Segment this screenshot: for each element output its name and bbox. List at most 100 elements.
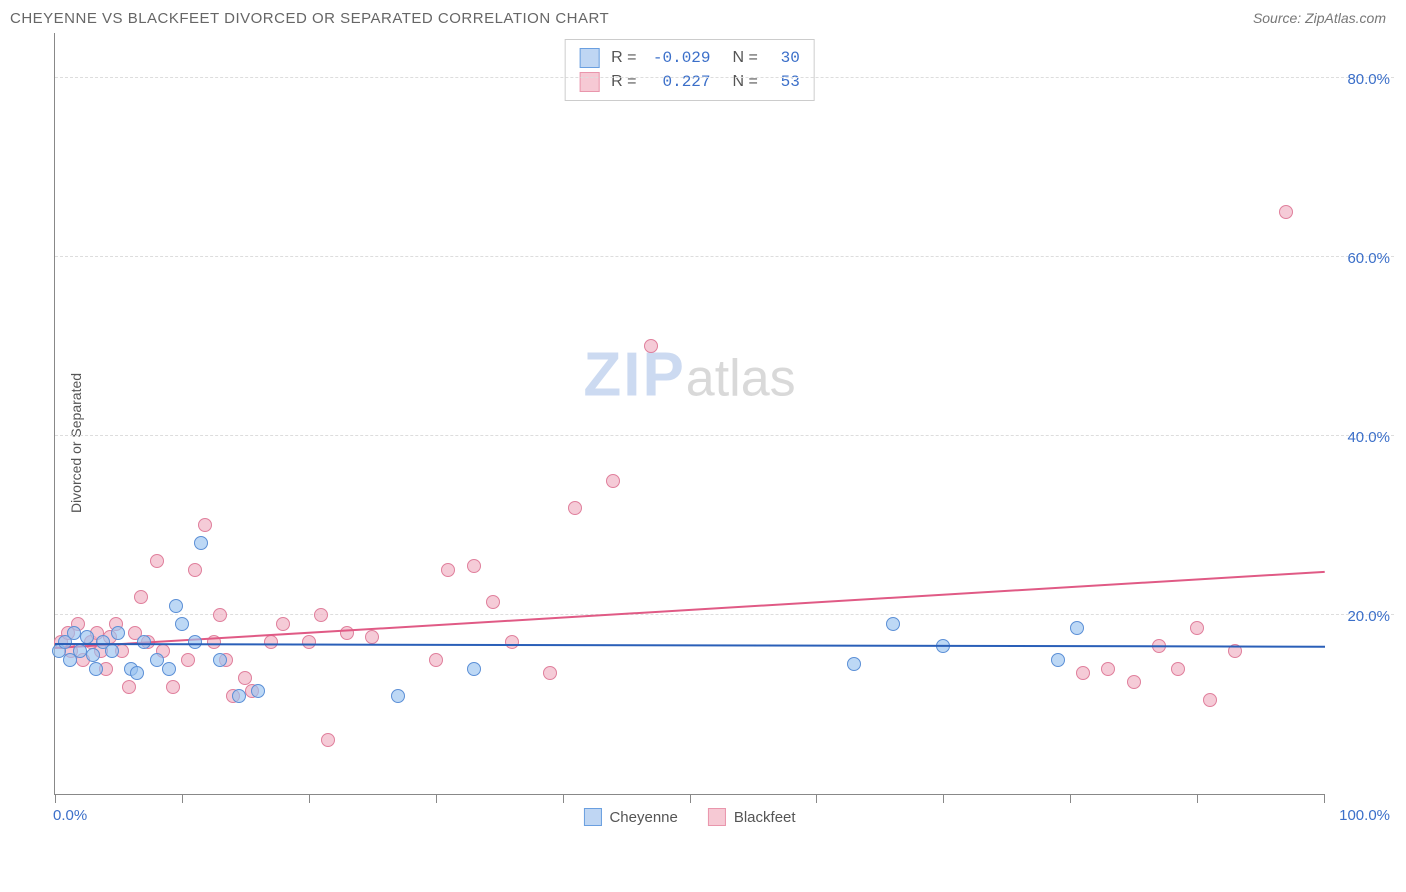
watermark-zip: ZIP <box>583 341 685 410</box>
chart-title: CHEYENNE VS BLACKFEET DIVORCED OR SEPARA… <box>10 10 609 27</box>
blackfeet-point <box>213 608 227 622</box>
blackfeet-point <box>166 680 180 694</box>
cheyenne-point <box>1051 653 1065 667</box>
watermark: ZIPatlas <box>583 340 795 411</box>
x-tick-label: 0.0% <box>53 807 87 824</box>
cheyenne-point <box>105 644 119 658</box>
blackfeet-point <box>122 680 136 694</box>
legend-r-value: -0.029 <box>649 49 711 67</box>
legend-n-label: N = <box>733 49 758 67</box>
legend-swatch <box>579 48 599 68</box>
blackfeet-trendline <box>55 571 1325 649</box>
blackfeet-point <box>276 617 290 631</box>
blackfeet-point <box>543 666 557 680</box>
x-tick <box>55 794 56 803</box>
legend-stats-row: R = -0.029 N = 30 <box>579 46 800 70</box>
cheyenne-point <box>150 653 164 667</box>
chart-header: CHEYENNE VS BLACKFEET DIVORCED OR SEPARA… <box>10 10 1396 33</box>
blackfeet-point <box>644 339 658 353</box>
legend-r-value: 0.227 <box>649 73 711 91</box>
x-tick <box>309 794 310 803</box>
x-tick <box>563 794 564 803</box>
blackfeet-point <box>314 608 328 622</box>
chart-source: Source: ZipAtlas.com <box>1253 10 1386 26</box>
blackfeet-point <box>441 563 455 577</box>
legend-swatch <box>579 72 599 92</box>
y-tick-label: 80.0% <box>1347 71 1390 88</box>
gridline <box>55 256 1394 257</box>
blackfeet-point <box>1190 621 1204 635</box>
legend-stats: R = -0.029 N = 30 R = 0.227 N = 53 <box>564 39 815 101</box>
blackfeet-point <box>568 501 582 515</box>
x-tick-label: 100.0% <box>1339 807 1390 824</box>
cheyenne-point <box>1070 621 1084 635</box>
cheyenne-point <box>111 626 125 640</box>
gridline <box>55 435 1394 436</box>
blackfeet-point <box>188 563 202 577</box>
blackfeet-point <box>321 733 335 747</box>
plot-area: ZIPatlas R =-0.029N =30R =0.227N =53 Che… <box>54 33 1324 795</box>
y-tick-label: 40.0% <box>1347 429 1390 446</box>
cheyenne-point <box>137 635 151 649</box>
blackfeet-point <box>198 518 212 532</box>
legend-n-label: N = <box>733 73 758 91</box>
source-name: ZipAtlas.com <box>1305 10 1386 26</box>
legend-n-value: 30 <box>770 49 800 67</box>
cheyenne-point <box>467 662 481 676</box>
cheyenne-point <box>162 662 176 676</box>
cheyenne-point <box>130 666 144 680</box>
blackfeet-point <box>264 635 278 649</box>
watermark-atlas: atlas <box>686 350 796 408</box>
blackfeet-point <box>134 590 148 604</box>
legend-n-value: 53 <box>770 73 800 91</box>
x-tick <box>943 794 944 803</box>
x-tick <box>816 794 817 803</box>
cheyenne-point <box>86 648 100 662</box>
cheyenne-point <box>847 657 861 671</box>
blackfeet-point <box>505 635 519 649</box>
x-tick <box>1070 794 1071 803</box>
legend-series-item: Cheyenne <box>583 808 677 826</box>
blackfeet-point <box>606 474 620 488</box>
cheyenne-point <box>188 635 202 649</box>
legend-swatch <box>708 808 726 826</box>
blackfeet-point <box>340 626 354 640</box>
cheyenne-point <box>175 617 189 631</box>
x-tick <box>436 794 437 803</box>
legend-r-label: R = <box>611 49 636 67</box>
blackfeet-point <box>365 630 379 644</box>
blackfeet-point <box>1203 693 1217 707</box>
cheyenne-point <box>194 536 208 550</box>
blackfeet-point <box>302 635 316 649</box>
legend-series-label: Cheyenne <box>609 809 677 826</box>
blackfeet-point <box>1127 675 1141 689</box>
cheyenne-trendline <box>55 643 1325 648</box>
blackfeet-point <box>429 653 443 667</box>
blackfeet-point <box>467 559 481 573</box>
legend-r-label: R = <box>611 73 636 91</box>
blackfeet-point <box>181 653 195 667</box>
legend-series: Cheyenne Blackfeet <box>583 808 795 826</box>
legend-stats-row: R = 0.227 N = 53 <box>579 70 800 94</box>
cheyenne-point <box>213 653 227 667</box>
cheyenne-point <box>391 689 405 703</box>
x-tick <box>1197 794 1198 803</box>
x-tick <box>1324 794 1325 803</box>
cheyenne-point <box>251 684 265 698</box>
blackfeet-point <box>1279 205 1293 219</box>
blackfeet-point <box>1101 662 1115 676</box>
chart-container: CHEYENNE VS BLACKFEET DIVORCED OR SEPARA… <box>10 10 1396 882</box>
x-tick <box>182 794 183 803</box>
cheyenne-point <box>169 599 183 613</box>
cheyenne-point <box>89 662 103 676</box>
blackfeet-point <box>238 671 252 685</box>
source-prefix: Source: <box>1253 10 1305 26</box>
blackfeet-point <box>486 595 500 609</box>
blackfeet-point <box>150 554 164 568</box>
blackfeet-point <box>1171 662 1185 676</box>
cheyenne-point <box>886 617 900 631</box>
legend-series-item: Blackfeet <box>708 808 796 826</box>
legend-series-label: Blackfeet <box>734 809 796 826</box>
y-tick-label: 60.0% <box>1347 250 1390 267</box>
x-tick <box>690 794 691 803</box>
